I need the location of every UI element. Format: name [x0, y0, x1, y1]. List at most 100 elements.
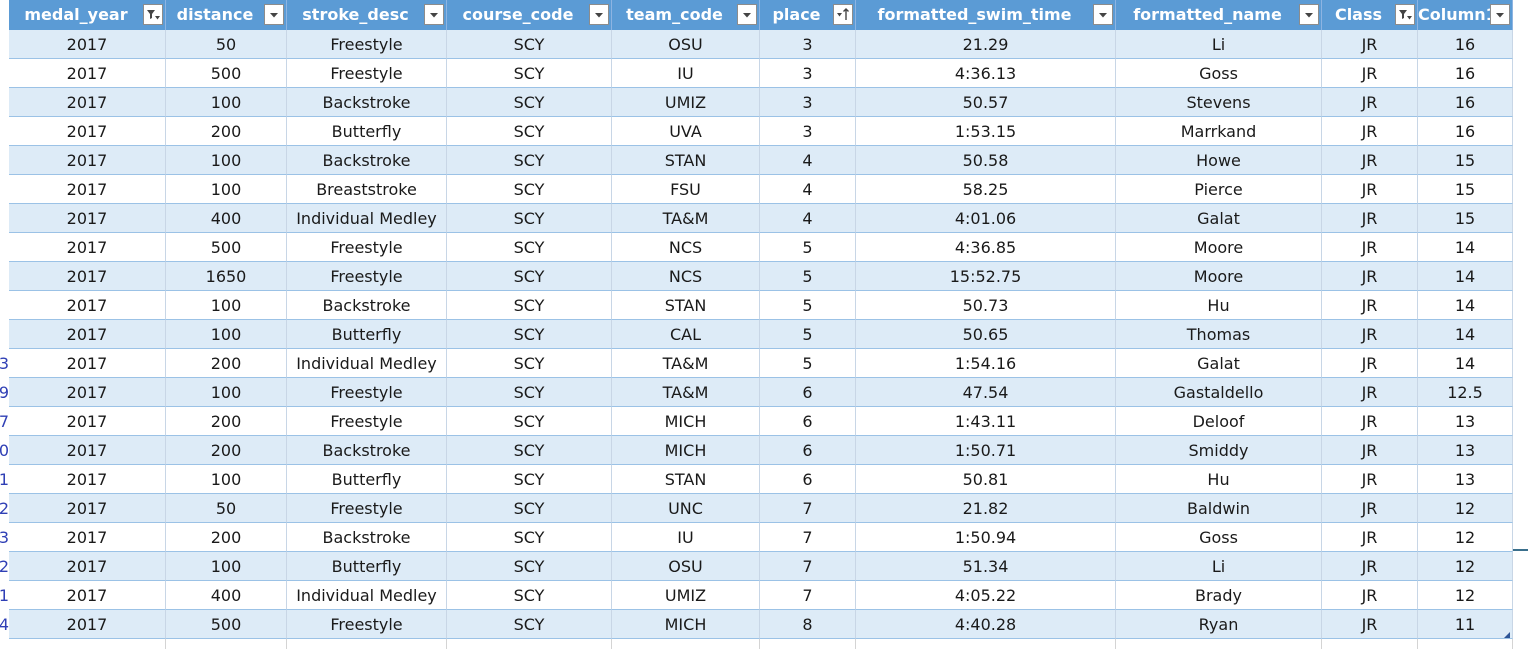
cell-place[interactable]: 7 [760, 581, 856, 610]
row-number[interactable]: 1 [0, 586, 9, 605]
cell-course-code[interactable]: SCY [447, 262, 612, 291]
cell-medal-year[interactable]: 2017 [9, 146, 166, 175]
cell-column1[interactable]: 14 [1418, 233, 1513, 262]
cell-stroke-desc[interactable]: Backstroke [287, 146, 447, 175]
cell-column1[interactable]: 15 [1418, 204, 1513, 233]
cell-place[interactable]: 4 [760, 175, 856, 204]
cell-medal-year[interactable]: 2017 [9, 465, 166, 494]
cell-medal-year[interactable]: 2017 [9, 30, 166, 59]
cell-formatted-swim-time[interactable]: 1:43.11 [856, 407, 1116, 436]
cell-medal-year[interactable]: 2017 [9, 523, 166, 552]
cell-medal-year[interactable]: 2017 [9, 175, 166, 204]
cell-distance[interactable]: 200 [166, 523, 287, 552]
row-number[interactable] [0, 88, 9, 117]
cell-stroke-desc[interactable]: Freestyle [287, 407, 447, 436]
cell-stroke-desc[interactable]: Backstroke [287, 291, 447, 320]
cell-place[interactable]: 5 [760, 233, 856, 262]
cell-course-code[interactable]: SCY [447, 436, 612, 465]
row-number[interactable]: 7 [0, 412, 9, 431]
filter-button-stroke-desc[interactable] [424, 4, 444, 25]
cell-distance[interactable]: 100 [166, 320, 287, 349]
filter-button-place[interactable] [833, 4, 853, 25]
cell-medal-year[interactable]: 2017 [9, 552, 166, 581]
cell-column1[interactable]: 15 [1418, 146, 1513, 175]
cell-medal-year[interactable]: 2017 [9, 494, 166, 523]
cell-stroke-desc[interactable]: Freestyle [287, 30, 447, 59]
cell-course-code[interactable]: SCY [447, 610, 612, 639]
cell-distance[interactable]: 100 [166, 378, 287, 407]
cell-course-code[interactable]: SCY [447, 291, 612, 320]
cell-column1[interactable]: 15 [1418, 175, 1513, 204]
cell-distance[interactable]: 200 [166, 407, 287, 436]
cell-medal-year[interactable]: 2017 [9, 349, 166, 378]
cell-place[interactable]: 5 [760, 349, 856, 378]
cell-distance[interactable]: 500 [166, 610, 287, 639]
filter-button-column1[interactable] [1490, 4, 1510, 25]
cell-team-code[interactable]: UNC [612, 494, 760, 523]
cell-column1[interactable]: 12 [1418, 523, 1513, 552]
cell-formatted-swim-time[interactable]: 4:40.28 [856, 610, 1116, 639]
cell-course-code[interactable]: SCY [447, 204, 612, 233]
cell-column1[interactable]: 12.5 [1418, 378, 1513, 407]
cell-stroke-desc[interactable]: Breaststroke [287, 175, 447, 204]
cell-column1[interactable]: 13 [1418, 436, 1513, 465]
row-number[interactable] [0, 146, 9, 175]
cell-medal-year[interactable]: 2017 [9, 117, 166, 146]
cell-stroke-desc[interactable]: Butterfly [287, 465, 447, 494]
cell-formatted-name[interactable]: Moore [1116, 262, 1322, 291]
cell-course-code[interactable]: SCY [447, 494, 612, 523]
cell-medal-year[interactable]: 2017 [9, 407, 166, 436]
cell-course-code[interactable]: SCY [447, 146, 612, 175]
cell-formatted-name[interactable]: Goss [1116, 523, 1322, 552]
cell-stroke-desc[interactable]: Backstroke [287, 88, 447, 117]
cell-medal-year[interactable]: 2017 [9, 610, 166, 639]
row-number[interactable] [0, 204, 9, 233]
cell-team-code[interactable]: MICH [612, 436, 760, 465]
row-number[interactable]: 2 [0, 499, 9, 518]
cell-column1[interactable]: 16 [1418, 30, 1513, 59]
cell-column1[interactable]: 12 [1418, 552, 1513, 581]
filter-button-formatted-swim-time[interactable] [1093, 4, 1113, 25]
row-number[interactable]: 2 [0, 557, 9, 576]
cell-team-code[interactable]: FSU [612, 175, 760, 204]
filter-button-team-code[interactable] [737, 4, 757, 25]
cell-distance[interactable]: 100 [166, 88, 287, 117]
cell-class[interactable]: JR [1322, 233, 1418, 262]
cell-place[interactable]: 4 [760, 204, 856, 233]
cell-stroke-desc[interactable]: Butterfly [287, 117, 447, 146]
cell-team-code[interactable]: UMIZ [612, 88, 760, 117]
cell-place[interactable]: 3 [760, 59, 856, 88]
cell-stroke-desc[interactable]: Butterfly [287, 552, 447, 581]
cell-formatted-name[interactable]: Hu [1116, 291, 1322, 320]
cell-class[interactable]: JR [1322, 407, 1418, 436]
cell-medal-year[interactable]: 2017 [9, 291, 166, 320]
cell-medal-year[interactable]: 2017 [9, 320, 166, 349]
cell-formatted-swim-time[interactable]: 21.82 [856, 494, 1116, 523]
cell-course-code[interactable]: SCY [447, 175, 612, 204]
cell-formatted-swim-time[interactable]: 51.34 [856, 552, 1116, 581]
cell-distance[interactable]: 400 [166, 204, 287, 233]
cell-team-code[interactable]: MICH [612, 407, 760, 436]
row-number[interactable] [0, 320, 9, 349]
cell-formatted-name[interactable]: Goss [1116, 59, 1322, 88]
row-number[interactable]: 1 [0, 470, 9, 489]
cell-team-code[interactable]: STAN [612, 465, 760, 494]
cell-formatted-swim-time[interactable]: 21.29 [856, 30, 1116, 59]
cell-place[interactable]: 7 [760, 494, 856, 523]
cell-course-code[interactable]: SCY [447, 88, 612, 117]
cell-formatted-swim-time[interactable]: 4:05.22 [856, 581, 1116, 610]
cell-distance[interactable]: 100 [166, 175, 287, 204]
cell-distance[interactable]: 100 [166, 465, 287, 494]
cell-stroke-desc[interactable]: Freestyle [287, 262, 447, 291]
cell-formatted-name[interactable]: Li [1116, 30, 1322, 59]
cell-course-code[interactable]: SCY [447, 407, 612, 436]
cell-course-code[interactable]: SCY [447, 59, 612, 88]
cell-formatted-name[interactable]: Brady [1116, 581, 1322, 610]
cell-team-code[interactable]: UMIZ [612, 581, 760, 610]
cell-distance[interactable]: 100 [166, 146, 287, 175]
cell-place[interactable]: 4 [760, 146, 856, 175]
cell-formatted-swim-time[interactable]: 47.54 [856, 378, 1116, 407]
cell-place[interactable]: 5 [760, 291, 856, 320]
cell-team-code[interactable]: IU [612, 59, 760, 88]
cell-formatted-name[interactable]: Galat [1116, 204, 1322, 233]
